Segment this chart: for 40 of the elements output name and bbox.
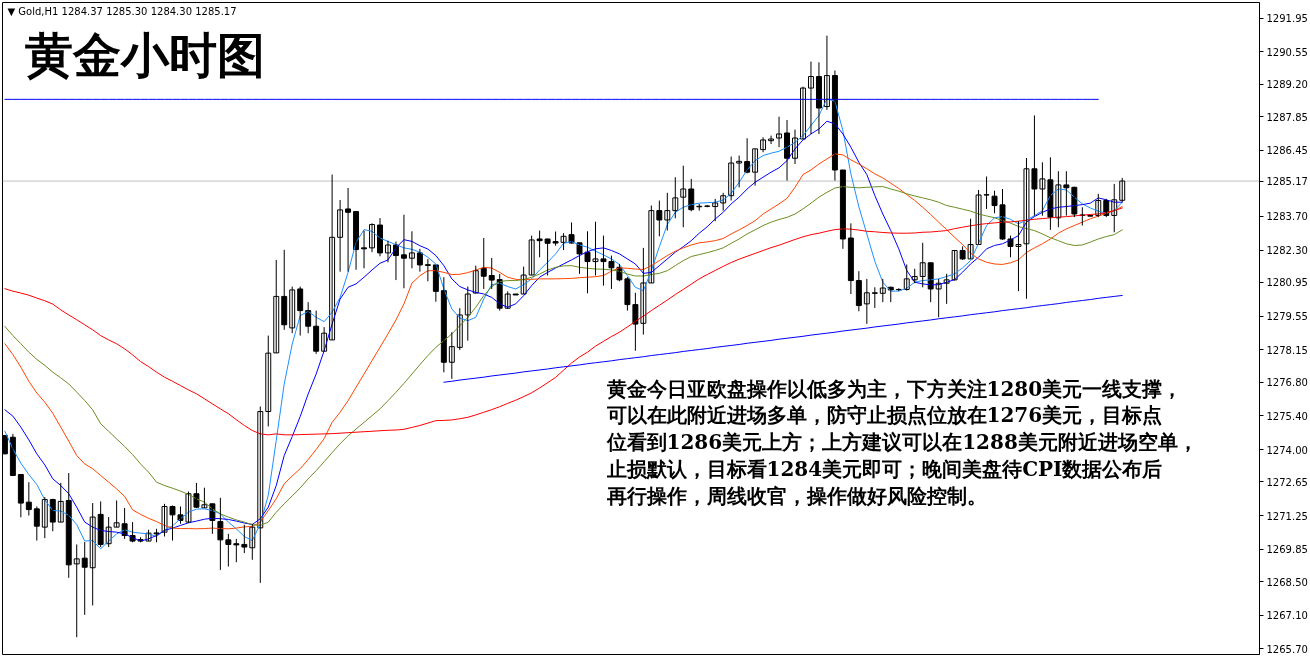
candlestick <box>81 541 88 616</box>
y-tick-label: 1283.70 <box>1266 211 1308 223</box>
y-tick-label: 1290.55 <box>1266 46 1308 58</box>
y-tick-label: 1268.50 <box>1266 576 1308 588</box>
candlestick <box>488 257 495 290</box>
candlestick <box>73 543 80 638</box>
candlestick <box>217 497 224 571</box>
y-tick-label: 1272.65 <box>1266 476 1308 488</box>
y-tick-label: 1269.85 <box>1266 544 1308 556</box>
y-tick-label: 1282.30 <box>1266 245 1308 257</box>
y-tick-label: 1291.95 <box>1266 13 1308 25</box>
candlestick <box>879 278 886 303</box>
y-tick-label: 1278.15 <box>1266 344 1308 356</box>
y-tick-label: 1274.00 <box>1266 444 1308 456</box>
candlestick <box>25 481 32 517</box>
candlestick <box>576 242 583 275</box>
candlestick <box>983 175 990 210</box>
y-tick-label: 1287.85 <box>1266 111 1308 123</box>
text: 黄金小时图 <box>24 26 265 83</box>
y-tick-label: 1289.20 <box>1266 79 1308 91</box>
y-tick-label: 1276.80 <box>1266 377 1308 389</box>
candlestick <box>1087 214 1094 217</box>
ref-line-label: 1285.17 <box>1266 176 1308 188</box>
y-tick-label: 1265.70 <box>1266 643 1308 655</box>
candlestick <box>225 533 232 568</box>
y-tick-label: 1275.40 <box>1266 410 1308 422</box>
candlestick <box>863 278 870 325</box>
y-tick-label: 1279.55 <box>1266 311 1308 323</box>
y-tick-label: 1280.95 <box>1266 277 1308 289</box>
y-tick-label: 1267.10 <box>1266 610 1308 622</box>
candlestick <box>512 293 519 296</box>
annotation: 黄金今日亚欧盘操作以低多为主，下方关注1280美元一线支撑，可以在此附近进场多单，防守止损点位放在1276美元，目标点位看到1286美元上方；上方建议可以在1288美元附近进场空单，止损默认，目标看1284美元即可；晚间美盘待CPI数据公布后再行操作，周线收官，操作做好风险控制。 <box>605 376 1198 508</box>
candlestick <box>680 165 687 228</box>
candlestick <box>241 524 248 554</box>
y-tick-label: 1286.45 <box>1266 145 1308 157</box>
candlestick <box>233 538 240 563</box>
candlestick <box>871 286 878 309</box>
chart-subtitle: ▼ Gold,H1 1284.37 1285.30 1284.30 1285.17 <box>7 5 237 17</box>
candlestick <box>704 204 711 208</box>
y-tick-label: 1271.25 <box>1266 510 1308 522</box>
